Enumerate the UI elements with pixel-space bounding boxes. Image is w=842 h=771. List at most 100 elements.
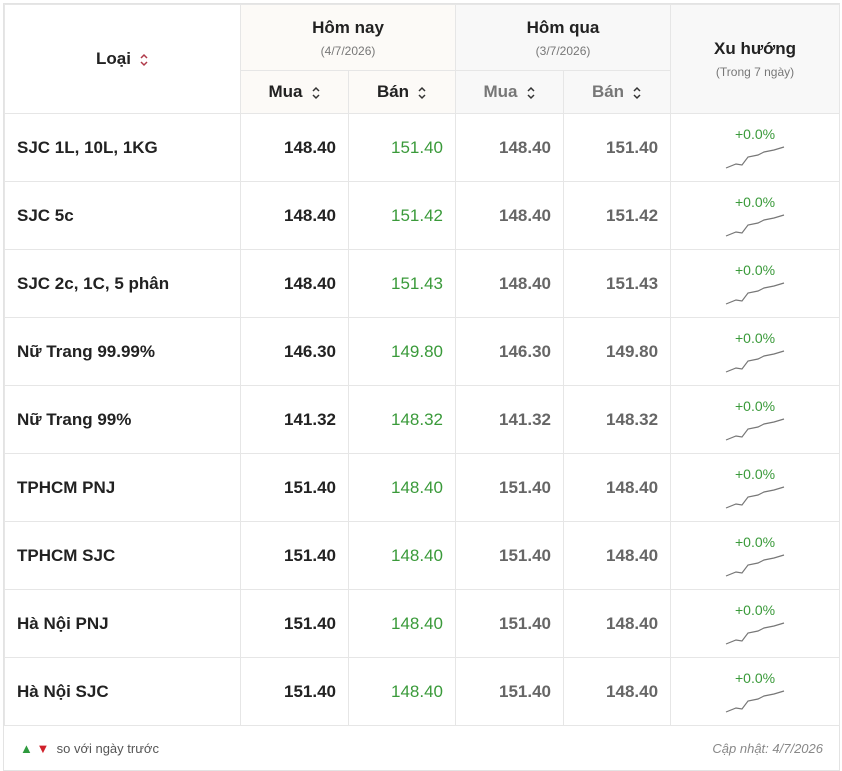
sell-today: 148.40: [347, 657, 457, 726]
sparkline: [725, 281, 785, 305]
sort-icon: [633, 86, 641, 99]
buy-header[interactable]: Mua: [240, 70, 349, 114]
sell-today: 148.40: [347, 589, 457, 658]
row: SJC 2c, 1C, 5 phân 148.40 151.43 148.40 151.…: [4, 249, 841, 318]
trend-subtitle: (Trong 7 ngày): [715, 65, 795, 79]
gold-table: Loại Hôm nay (4/7/2026) Hôm qua (3/7/2026)…: [3, 3, 841, 771]
sparkline: [725, 145, 785, 169]
updated: Cập nhật: 4/7/2026: [712, 740, 823, 756]
buy-today: 148.40: [240, 249, 349, 318]
legend-text: so với ngày trước: [56, 740, 159, 756]
type-name: Hà Nội PNJ: [4, 589, 241, 658]
trend: +0.0%: [670, 249, 841, 318]
trend-value: +0.0%: [734, 669, 776, 686]
today-title: Hôm nay: [312, 17, 384, 37]
sell-yesterday: 149.80: [563, 317, 672, 386]
sort-icon: [140, 53, 148, 66]
sort-icon: [526, 86, 535, 99]
sell-today: 151.43: [347, 249, 457, 318]
today-header: Hôm nay (4/7/2026): [239, 4, 457, 71]
sell-yesterday: 151.40: [563, 113, 672, 182]
sparkline: [725, 485, 785, 509]
sort-icon: [311, 86, 320, 99]
buy-yesterday: 151.40: [455, 657, 565, 726]
row: TPHCM SJC 151.40 148.40 151.40 148.40 +0.0%: [4, 521, 841, 590]
buy-yesterday: 141.32: [455, 385, 565, 454]
trend: +0.0%: [670, 589, 841, 658]
trend: +0.0%: [670, 113, 841, 182]
row: SJC 5c 148.40 151.42 148.40 151.42 +0.0%: [4, 181, 841, 250]
legend: ▲ ▼ so với ngày trước: [20, 741, 159, 756]
trend: +0.0%: [670, 385, 841, 454]
sell-header[interactable]: Bán: [347, 70, 457, 114]
sell-yesterday: 148.40: [563, 657, 672, 726]
sell-yesterday: 151.42: [563, 181, 672, 250]
buy-label: Mua: [483, 82, 518, 101]
buy-today: 148.40: [240, 113, 349, 182]
type-header[interactable]: Loại: [4, 4, 241, 114]
row: Nữ Trang 99.99% 146.30 149.80 146.30 149.80 +…: [4, 317, 841, 386]
row: Nữ Trang 99% 141.32 148.32 141.32 148.32 +0.0…: [4, 385, 841, 454]
today-date: (4/7/2026): [320, 43, 376, 58]
sell-label: Bán: [376, 82, 410, 101]
sell-yesterday: 151.43: [563, 249, 672, 318]
trend-value: +0.0%: [734, 261, 776, 278]
buy-today: 148.40: [240, 181, 349, 250]
sell-yesterday: 148.40: [563, 589, 672, 658]
type-name: Nữ Trang 99%: [4, 385, 241, 454]
sell-today: 148.40: [347, 453, 457, 522]
trend: +0.0%: [670, 181, 841, 250]
type-name: TPHCM SJC: [4, 521, 241, 590]
type-name: SJC 2c, 1C, 5 phân: [4, 249, 241, 318]
sparkline: [725, 349, 785, 373]
buy-yesterday: 148.40: [455, 113, 565, 182]
trend-value: +0.0%: [734, 465, 776, 482]
up-icon: ▲: [20, 740, 33, 756]
sell-yesterday: 148.32: [563, 385, 672, 454]
trend-title: Xu hướng: [714, 39, 797, 58]
trend: +0.0%: [670, 317, 841, 386]
sort-icon: [418, 86, 426, 99]
down-icon: ▼: [36, 740, 50, 756]
trend: +0.0%: [670, 657, 841, 726]
buy-yesterday: 151.40: [455, 521, 565, 590]
trend-value: +0.0%: [734, 397, 776, 414]
buy-today: 141.32: [240, 385, 349, 454]
type-name: Nữ Trang 99.99%: [4, 317, 241, 386]
sell-today: 151.40: [347, 113, 457, 182]
yesterday-date: (3/7/2026): [535, 43, 591, 58]
buy-yesterday: 151.40: [455, 453, 565, 522]
sell-today: 148.40: [347, 521, 457, 590]
buy-yesterday: 148.40: [455, 249, 565, 318]
row: SJC 1L, 10L, 1KG 148.40 151.40 148.40 151.40…: [4, 113, 841, 182]
sell-header[interactable]: Bán: [563, 70, 672, 114]
buy-today: 151.40: [240, 589, 349, 658]
trend-value: +0.0%: [734, 125, 776, 142]
buy-label: Mua: [268, 82, 303, 101]
type-name: SJC 1L, 10L, 1KG: [4, 113, 241, 182]
buy-yesterday: 151.40: [455, 589, 565, 658]
type-label: Loại: [96, 49, 131, 68]
type-name: SJC 5c: [4, 181, 241, 250]
trend-value: +0.0%: [734, 193, 776, 210]
sparkline: [725, 417, 785, 441]
row: Hà Nội SJC 151.40 148.40 151.40 148.40 +0.0%: [4, 657, 841, 726]
trend-value: +0.0%: [734, 329, 776, 346]
row: TPHCM PNJ 151.40 148.40 151.40 148.40 +0.0%: [4, 453, 841, 522]
buy-yesterday: 146.30: [455, 317, 565, 386]
trend-value: +0.0%: [734, 601, 776, 618]
row: Hà Nội PNJ 151.40 148.40 151.40 148.40 +0.0%: [4, 589, 841, 658]
type-name: Hà Nội SJC: [4, 657, 241, 726]
type-name: TPHCM PNJ: [4, 453, 241, 522]
yesterday-header: Hôm qua (3/7/2026): [455, 4, 672, 71]
table: Loại Hôm nay (4/7/2026) Hôm qua (3/7/2026)…: [4, 4, 841, 726]
buy-header[interactable]: Mua: [455, 70, 565, 114]
buy-today: 151.40: [240, 657, 349, 726]
trend-header[interactable]: Xu hướng (Trong 7 ngày): [670, 4, 841, 114]
sell-today: 149.80: [347, 317, 457, 386]
buy-today: 151.40: [240, 521, 349, 590]
sell-today: 151.42: [347, 181, 457, 250]
sell-label: Bán: [591, 82, 625, 101]
trend: +0.0%: [670, 453, 841, 522]
